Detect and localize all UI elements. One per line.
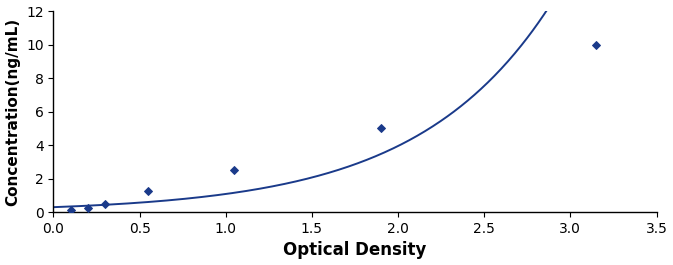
- Y-axis label: Concentration(ng/mL): Concentration(ng/mL): [5, 17, 21, 206]
- X-axis label: Optical Density: Optical Density: [283, 241, 427, 259]
